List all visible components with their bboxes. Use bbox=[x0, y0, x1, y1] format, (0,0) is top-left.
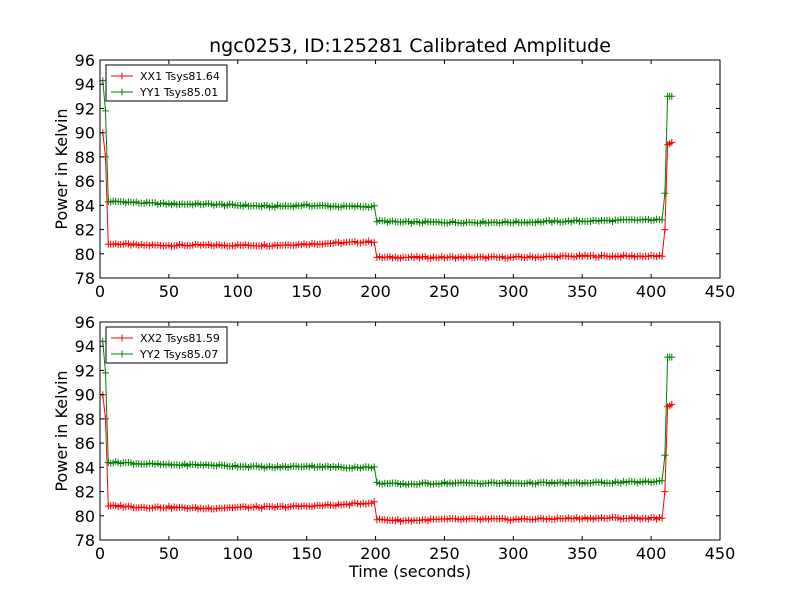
chart-1-xtick-label: 150 bbox=[291, 282, 322, 301]
chart-2-legend-marker-1 bbox=[118, 334, 126, 342]
chart-2-series-2 bbox=[100, 337, 676, 489]
chart-1-ytick-label: 78 bbox=[75, 269, 95, 288]
chart-2-xlabel: Time (seconds) bbox=[348, 562, 471, 581]
chart-2-ytick-label: 86 bbox=[75, 434, 95, 453]
chart-2-xtick-label: 100 bbox=[223, 544, 254, 563]
chart-2-ytick-label: 78 bbox=[75, 531, 95, 550]
chart-2-xtick-label: 350 bbox=[567, 544, 598, 563]
chart-1-ytick-label: 82 bbox=[75, 221, 95, 240]
chart-2-series-1 bbox=[100, 391, 676, 525]
chart-1-axes-frame bbox=[99, 59, 721, 279]
chart-1-ytick-label: 96 bbox=[75, 51, 95, 70]
chart-2-xtick-label: 150 bbox=[291, 544, 322, 563]
chart-2-panel: 0 50 100 150 200 250 300 350 400 450 78 80 82 84 86 88 9… bbox=[52, 313, 735, 581]
chart-2-ylabel: Power in Kelvin bbox=[52, 370, 71, 491]
chart-1-legend: XX1 Tsys81.64 YY1 Tsys85.01 bbox=[105, 64, 228, 102]
chart-1-xtick-label: 250 bbox=[429, 282, 460, 301]
chart-1-legend-label-2: YY1 Tsys85.01 bbox=[139, 86, 218, 99]
chart-1-xtick-label: 400 bbox=[636, 282, 667, 301]
chart-1-xtick-label: 350 bbox=[567, 282, 598, 301]
chart-1-ytick-label: 84 bbox=[75, 196, 95, 215]
chart-2-xtick-label: 450 bbox=[705, 544, 736, 563]
chart-2-xtick-label: 300 bbox=[498, 544, 529, 563]
chart-2-xtick-label: 0 bbox=[95, 544, 105, 563]
chart-1-series-2 bbox=[100, 77, 676, 227]
chart-1-ylabel: Power in Kelvin bbox=[52, 108, 71, 229]
chart-2-legend-marker-2 bbox=[118, 350, 126, 358]
chart-2-ytick-label: 90 bbox=[75, 386, 95, 405]
chart-1-ytick-label: 86 bbox=[75, 172, 95, 191]
chart-1-ytick-label: 88 bbox=[75, 148, 95, 167]
chart-1-xtick-label: 50 bbox=[159, 282, 179, 301]
chart-1-legend-marker-1 bbox=[118, 72, 126, 80]
chart-2-ytick-label: 84 bbox=[75, 458, 95, 477]
chart-2-series-2-markers bbox=[100, 337, 676, 489]
chart-2-ytick-label: 94 bbox=[75, 337, 95, 356]
chart-2-xtick-label: 400 bbox=[636, 544, 667, 563]
chart-1-xtick-label: 200 bbox=[360, 282, 391, 301]
chart-2-ytick-label: 96 bbox=[75, 313, 95, 332]
chart-2-legend: XX2 Tsys81.59 YY2 Tsys85.07 bbox=[105, 326, 228, 364]
chart-2-legend-label-2: YY2 Tsys85.07 bbox=[139, 348, 218, 361]
chart-1-ytick-label: 94 bbox=[75, 75, 95, 94]
chart-1-series-1 bbox=[100, 129, 676, 262]
chart-1-panel: 0 50 100 150 200 250 300 350 400 450 78 80 82 84 86 88 9… bbox=[52, 35, 735, 301]
chart-2-xtick-label: 200 bbox=[360, 544, 391, 563]
chart-1-xtick-label: 450 bbox=[705, 282, 736, 301]
chart-1-legend-marker-2 bbox=[118, 88, 126, 96]
chart-2-xtick-label: 50 bbox=[159, 544, 179, 563]
chart-1-legend-label-1: XX1 Tsys81.64 bbox=[140, 70, 220, 83]
chart-1-xtick-label: 300 bbox=[498, 282, 529, 301]
chart-1-series-2-markers bbox=[100, 77, 676, 227]
chart-1-legend-box bbox=[105, 64, 228, 102]
chart-2-series-1-markers bbox=[100, 391, 676, 525]
chart-1-ytick-label: 80 bbox=[75, 245, 95, 264]
chart-2-legend-label-1: XX2 Tsys81.59 bbox=[140, 332, 220, 345]
chart-2-xtick-label: 250 bbox=[429, 544, 460, 563]
chart-1-xtick-label: 0 bbox=[95, 282, 105, 301]
chart-2-ytick-label: 80 bbox=[75, 507, 95, 526]
chart-2-ytick-label: 82 bbox=[75, 483, 95, 502]
chart-2-axes-frame bbox=[99, 321, 721, 541]
chart-1-title: ngc0253, ID:125281 Calibrated Amplitude bbox=[209, 35, 611, 57]
chart-2-ytick-label: 92 bbox=[75, 361, 95, 380]
chart-1-xtick-label: 100 bbox=[223, 282, 254, 301]
chart-1-series-1-markers bbox=[100, 129, 676, 262]
chart-2-ytick-label: 88 bbox=[75, 410, 95, 429]
chart-1-ytick-label: 90 bbox=[75, 124, 95, 143]
chart-2-legend-box bbox=[105, 326, 228, 364]
chart-1-ytick-label: 92 bbox=[75, 99, 95, 118]
